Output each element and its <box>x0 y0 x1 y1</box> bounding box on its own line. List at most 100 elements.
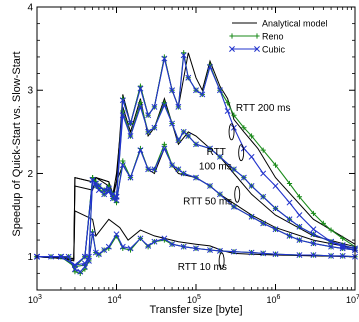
series-line <box>37 55 356 266</box>
annotation-label: RTT 10 ms <box>178 262 227 273</box>
y-tick-label: 4 <box>27 3 33 14</box>
data-point <box>180 243 187 250</box>
data-point <box>127 120 134 127</box>
data-point <box>92 249 99 256</box>
data-point <box>260 193 267 200</box>
data-point <box>113 231 120 238</box>
data-point <box>127 174 134 181</box>
series <box>34 52 358 268</box>
data-point <box>57 253 64 260</box>
x-tick-label: 105 <box>187 294 201 305</box>
data-point <box>137 85 144 92</box>
data-point <box>207 183 213 189</box>
data-point <box>286 199 293 206</box>
data-point <box>248 133 255 139</box>
data-point <box>161 141 167 147</box>
x-tick-label: 103 <box>28 294 42 305</box>
data-point <box>169 162 176 169</box>
data-point <box>241 125 247 131</box>
data-point <box>127 245 134 252</box>
annotation-label: RTT 200 ms <box>236 103 291 114</box>
data-point <box>106 183 112 189</box>
data-point <box>320 220 326 227</box>
data-point <box>193 87 199 94</box>
data-point <box>296 223 303 230</box>
data-point <box>161 145 168 152</box>
legend-item: Cubic <box>229 45 286 55</box>
data-point <box>161 102 168 109</box>
series-line <box>37 147 356 266</box>
series <box>36 210 356 262</box>
data-point <box>310 231 317 238</box>
data-point <box>95 251 102 258</box>
data-point <box>230 166 237 173</box>
x-tick-label: 106 <box>267 294 281 305</box>
series <box>36 52 356 260</box>
data-point <box>296 212 303 219</box>
data-point <box>71 262 78 268</box>
annotation-label: RTT <box>207 147 226 158</box>
plot-frame <box>36 6 356 291</box>
data-point <box>229 46 235 52</box>
annotation-label: RTT 50 ms <box>183 196 232 207</box>
data-point <box>248 183 255 189</box>
legend-item: Reno <box>229 32 284 42</box>
data-point <box>161 55 168 62</box>
data-point <box>105 243 112 250</box>
data-point <box>248 153 255 160</box>
annotation: RTT 200 ms <box>228 103 291 141</box>
data-point <box>260 250 267 257</box>
data-point <box>127 133 134 139</box>
data-point <box>272 251 279 258</box>
data-point <box>296 252 303 258</box>
data-point <box>151 103 158 110</box>
annotation-label: 100 ms <box>199 161 232 172</box>
data-point <box>207 247 213 254</box>
data-point <box>310 240 317 247</box>
data-point <box>286 216 293 223</box>
plot-area: 103 104 105 106 107 1 2 3 4 RTT 200 ms RTT 100 ms RT… <box>27 3 359 306</box>
data-point <box>224 108 231 114</box>
data-point <box>77 268 84 275</box>
data-point <box>137 147 144 154</box>
x-tick-label: 104 <box>108 294 122 305</box>
data-point <box>230 248 237 255</box>
data-point <box>105 185 112 192</box>
data-point <box>254 33 260 39</box>
data-point <box>254 46 260 52</box>
data-point <box>230 203 237 210</box>
data-point <box>120 158 126 164</box>
data-point <box>119 97 126 104</box>
data-point <box>119 112 126 119</box>
data-point <box>216 153 223 160</box>
annotation: RTT <box>207 147 226 158</box>
data-point <box>175 137 182 144</box>
data-point <box>101 247 108 254</box>
data-point <box>137 100 144 106</box>
data-point <box>185 133 192 139</box>
data-point <box>272 226 279 233</box>
data-point <box>339 243 346 250</box>
data-point <box>119 243 126 250</box>
y-tick-label: 3 <box>27 86 33 97</box>
data-point <box>248 249 255 256</box>
data-point <box>339 252 346 259</box>
data-point <box>296 237 303 244</box>
data-point <box>286 232 293 239</box>
data-point <box>81 260 88 267</box>
annotation: RTT 50 ms <box>183 185 241 207</box>
data-point <box>193 141 199 148</box>
legend-label: Cubic <box>262 45 286 55</box>
data-point <box>231 112 237 118</box>
data-point <box>207 63 213 70</box>
series-line <box>37 103 356 266</box>
y-axis-label: Speedup of Quick-Start vs. Slow-Start <box>11 51 23 236</box>
data-point <box>216 191 223 198</box>
data-point <box>272 162 279 168</box>
series-line <box>37 52 356 268</box>
series <box>34 50 358 270</box>
data-point <box>296 194 303 200</box>
data-point <box>272 205 279 212</box>
series-line <box>36 210 356 262</box>
data-point <box>151 238 158 245</box>
